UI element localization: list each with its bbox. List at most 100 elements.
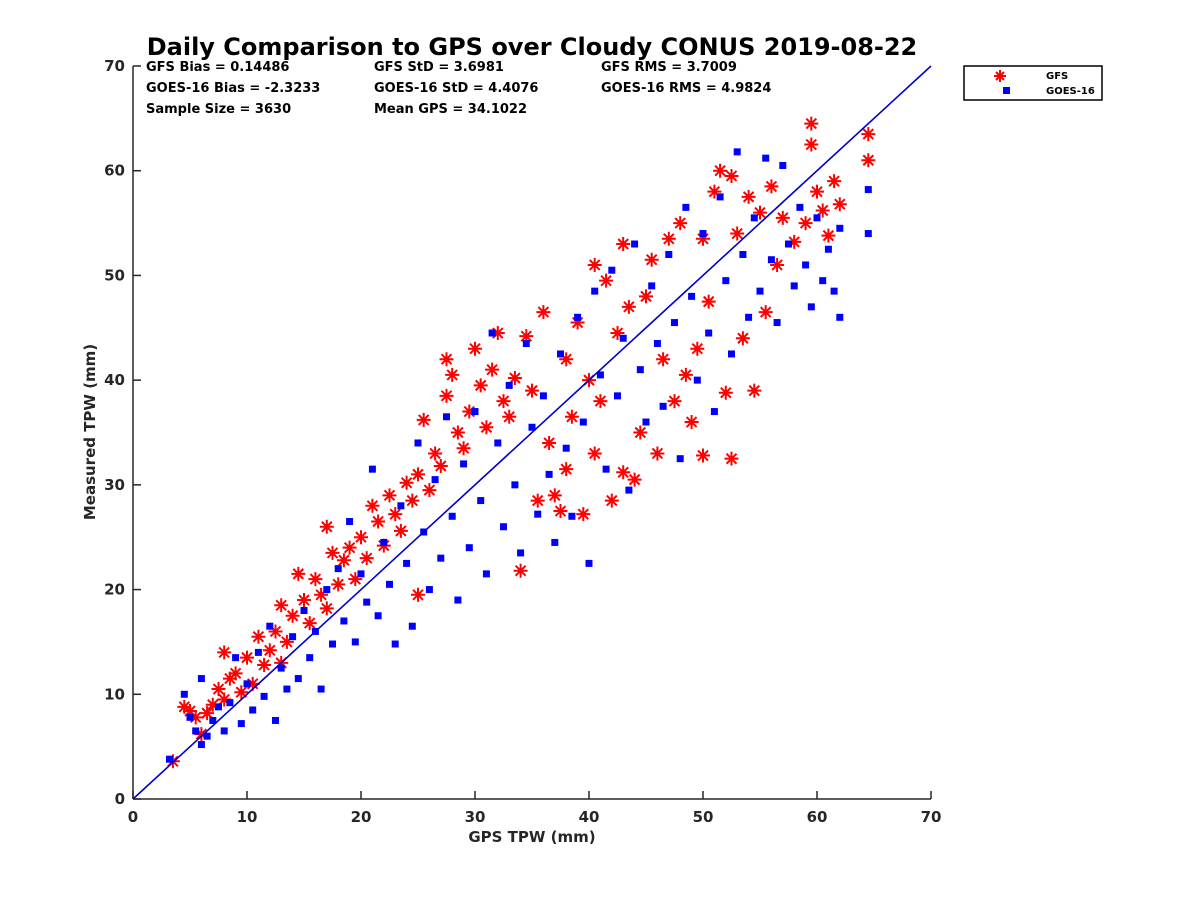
goes16-point <box>562 444 570 452</box>
goes16-point <box>243 680 251 688</box>
legend: GFS GOES-16 <box>963 65 1103 101</box>
gfs-point <box>251 629 266 644</box>
goes16-point <box>745 313 753 321</box>
gfs-point <box>747 383 762 398</box>
gfs-point <box>576 507 591 522</box>
goes16-point <box>796 203 804 211</box>
gfs-point <box>234 685 249 700</box>
goes16-point <box>249 706 257 714</box>
goes16-point <box>323 586 331 594</box>
y-tick-label: 60 <box>104 162 125 180</box>
gfs-point <box>336 553 351 568</box>
gfs-point <box>359 551 374 566</box>
gfs-point <box>439 352 454 367</box>
goes16-point <box>443 413 450 421</box>
x-tick-label: 10 <box>237 808 258 826</box>
stat-gfs-bias: GFS Bias = 0.14486 <box>146 60 289 75</box>
gfs-point <box>479 420 494 435</box>
goes16-point <box>465 544 473 552</box>
legend-label-gfs: GFS <box>1046 71 1068 82</box>
goes16-point <box>819 277 827 285</box>
goes16-point <box>448 512 456 520</box>
stat-goes-std: GOES-16 StD = 4.4076 <box>374 81 538 96</box>
one-to-one-line <box>132 65 932 800</box>
goes16-point <box>300 607 308 615</box>
gfs-point <box>257 657 272 672</box>
gfs-point <box>724 168 739 183</box>
gfs-point <box>268 624 283 639</box>
gfs-point <box>490 326 505 341</box>
gfs-point <box>616 465 631 480</box>
goes16-point <box>676 455 684 463</box>
gfs-point <box>217 692 232 707</box>
gfs-point <box>205 697 220 712</box>
gfs-point <box>228 666 243 681</box>
goes16-point <box>574 313 582 321</box>
goes16-point <box>608 266 616 274</box>
goes16-point <box>864 186 872 194</box>
stat-gfs-std: GFS StD = 3.6981 <box>374 60 504 75</box>
goes16-point <box>272 716 279 724</box>
goes16-point <box>693 376 701 384</box>
goes16-point <box>437 554 445 562</box>
goes16-point <box>710 408 718 416</box>
goes16-point <box>431 476 439 484</box>
gfs-point <box>319 519 334 534</box>
gfs-point <box>348 572 363 587</box>
gfs-point <box>621 299 636 314</box>
gfs-point <box>468 341 482 356</box>
gfs-point <box>188 710 203 725</box>
gfs-point <box>593 394 608 409</box>
gfs-point <box>815 203 830 218</box>
goes16-point <box>317 685 325 693</box>
gfs-point <box>519 329 534 344</box>
gfs-point <box>604 493 619 508</box>
y-tick-label: 50 <box>104 266 125 284</box>
gfs-point <box>285 608 300 623</box>
gfs-point <box>502 409 517 424</box>
goes16-point <box>254 648 262 656</box>
goes16-point <box>351 638 359 646</box>
gfs-point <box>245 676 260 691</box>
x-tick-label: 40 <box>579 808 600 826</box>
x-tick-label: 20 <box>351 808 372 826</box>
goes16-point <box>699 230 707 238</box>
goes16-point <box>329 640 336 648</box>
gfs-point <box>388 507 403 522</box>
goes16-point <box>648 282 656 290</box>
goes16-point <box>232 654 240 662</box>
gfs-point <box>599 273 614 288</box>
goes16-point <box>408 622 416 630</box>
gfs-point <box>564 409 579 424</box>
gfs-point <box>399 475 414 490</box>
gfs-point <box>308 572 323 587</box>
gfs-point <box>696 448 710 463</box>
gfs-point <box>570 315 585 330</box>
gfs-point <box>627 472 642 487</box>
goes16-point <box>334 565 342 573</box>
gfs-point <box>445 367 460 382</box>
goes16-point <box>386 580 393 588</box>
gfs-point <box>211 682 226 697</box>
gfs-point <box>633 425 648 440</box>
gfs-point <box>610 326 625 341</box>
goes16-point <box>471 408 479 416</box>
x-axis-label: GPS TPW (mm) <box>468 828 595 846</box>
gfs-point <box>707 184 722 199</box>
goes16-point <box>266 622 274 630</box>
gfs-point <box>302 616 317 631</box>
gfs-point <box>325 545 340 560</box>
gfs-point <box>428 446 443 461</box>
goes16-point <box>294 675 302 683</box>
goes16-point <box>197 741 205 749</box>
gfs-point <box>775 210 790 225</box>
goes16-point <box>807 303 815 311</box>
gfs-point <box>291 566 306 581</box>
gfs-point <box>547 488 562 503</box>
gfs-point <box>650 446 665 461</box>
plot-area <box>132 65 932 800</box>
goes16-point <box>762 154 770 162</box>
goes16-point <box>539 392 547 400</box>
goes16-point <box>790 282 798 290</box>
gfs-point <box>393 523 408 538</box>
